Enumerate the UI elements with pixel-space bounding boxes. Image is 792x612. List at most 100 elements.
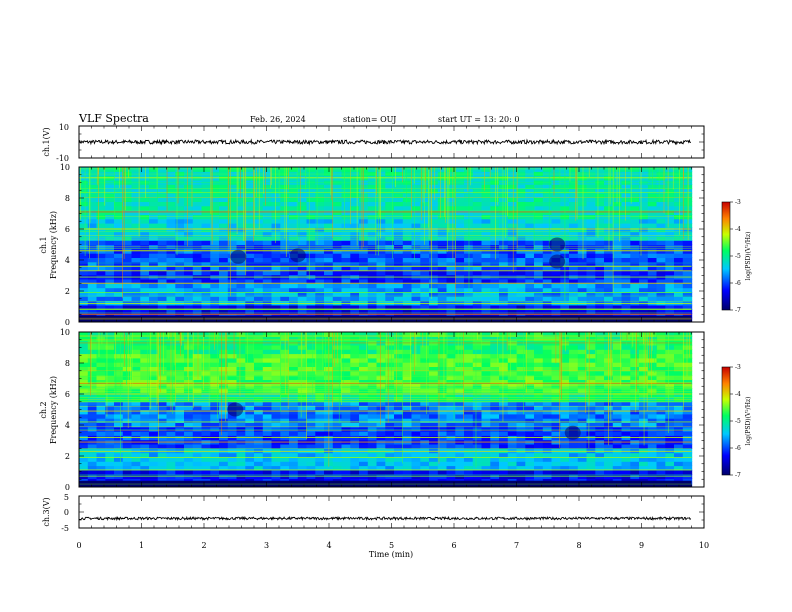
spectrogram-cell — [630, 223, 640, 228]
spectrogram-cell — [79, 231, 89, 237]
spectrogram-cell — [289, 205, 299, 211]
spectrogram-cell — [674, 227, 684, 233]
spectrogram-cell — [481, 469, 491, 475]
spectrogram-cell — [105, 266, 115, 271]
spectrogram-cell — [131, 179, 141, 185]
spectrogram-cell — [122, 461, 133, 467]
spectrogram-cell — [490, 362, 500, 367]
spectrogram-cell — [306, 383, 316, 389]
spectrogram-cell — [612, 205, 623, 211]
spectrogram-cell — [306, 388, 316, 393]
spectrogram-cell — [79, 443, 89, 449]
spectrogram-cell — [315, 179, 325, 185]
spectrogram-cell — [464, 370, 474, 376]
spectrogram-cell — [367, 261, 378, 267]
spectrogram-cell — [359, 383, 369, 389]
spectrogram-cell — [114, 405, 124, 411]
spectrogram-cell — [507, 231, 518, 237]
spectrogram-cell — [254, 192, 264, 198]
spectrogram-cell — [534, 370, 544, 376]
spectrogram-cell — [577, 266, 588, 271]
spectrogram-cell — [297, 366, 308, 372]
spectrogram-cell — [577, 192, 588, 198]
spectrogram-cell — [656, 296, 666, 302]
spectrogram-cell — [376, 231, 386, 237]
spectrogram-cell — [542, 278, 553, 284]
spectrogram-cell — [516, 205, 526, 211]
spectrogram-cell — [569, 218, 579, 224]
spectrogram-cell — [324, 240, 334, 246]
spectrogram-cell — [219, 396, 229, 402]
spectrogram-cell — [411, 375, 421, 380]
spectrogram-cell — [560, 426, 570, 432]
spectrogram-cell — [411, 261, 421, 267]
spectrogram-cell — [140, 266, 150, 271]
spectrogram-cell — [236, 396, 246, 402]
spectrogram-cell — [350, 287, 360, 293]
spectrogram-cell — [105, 283, 115, 289]
spectrogram-cell — [236, 388, 246, 393]
spectrogram-cell — [131, 392, 141, 398]
spectrogram-cell — [525, 197, 535, 202]
ch1-ytick-top: 10 — [59, 123, 69, 132]
spectrogram-cell — [507, 218, 518, 224]
spectrogram-cell — [376, 188, 386, 194]
spectrogram-cell — [157, 171, 168, 177]
spectrogram-cell — [411, 336, 421, 342]
spectrogram-cell — [166, 227, 176, 233]
spectrogram-cell — [359, 357, 369, 363]
spectrogram-cell — [175, 270, 185, 276]
spectrogram-cell — [87, 304, 98, 310]
spectrogram-cell — [262, 443, 273, 449]
spectrogram-cell — [674, 278, 684, 284]
spectrogram-cell — [367, 184, 378, 190]
spectrogram-cell — [79, 396, 89, 402]
spectrogram-cell — [79, 270, 89, 276]
spectrogram-cell — [341, 375, 351, 380]
spectrogram-cell — [499, 443, 509, 449]
spectrogram-cell — [297, 413, 308, 419]
spectrogram-cell — [105, 188, 115, 194]
spectrogram-cell — [306, 400, 316, 406]
spectrogram-cell — [297, 205, 308, 211]
spectrogram-cell — [630, 296, 640, 302]
spectrogram-cell — [184, 304, 194, 310]
spectrogram-cell — [402, 278, 413, 284]
spectrogram-cell — [87, 309, 98, 314]
spectrogram-cell — [376, 240, 386, 246]
spectrogram-cell — [122, 188, 133, 194]
spectrogram-cell — [542, 304, 553, 310]
spectrogram-cell — [394, 287, 404, 293]
spectrogram-cell — [306, 201, 316, 207]
ch1-spectrogram-heatmap — [79, 167, 693, 322]
spectrogram-cell — [525, 278, 535, 284]
spectrogram-cell — [149, 266, 159, 271]
spectrogram-cell — [394, 366, 404, 372]
spectrogram-cell — [481, 188, 491, 194]
spectrogram-cell — [420, 309, 430, 314]
spectrogram-cell — [411, 201, 421, 207]
spectrogram-cell — [542, 261, 553, 267]
spectrogram-cell — [647, 278, 658, 284]
spectrogram-cell — [621, 210, 631, 215]
spectrogram-cell — [437, 270, 448, 276]
spectrogram-cell — [420, 304, 430, 310]
spectrogram-cell — [595, 179, 605, 185]
spectrogram-cell — [79, 426, 89, 432]
spectrogram-cell — [394, 344, 404, 350]
spectrogram-cell — [394, 210, 404, 215]
spectrogram-cell — [271, 370, 281, 376]
spectrogram-cell — [551, 443, 561, 449]
spectrogram-cell — [227, 231, 238, 237]
spectrogram-cell — [236, 431, 246, 436]
spectrogram-cell — [542, 392, 553, 398]
spectrogram-cell — [131, 184, 141, 190]
spectrogram-cell — [201, 336, 211, 342]
spectrogram-cell — [192, 240, 203, 246]
spectrogram-cell — [420, 291, 430, 297]
spectrogram-cell — [455, 210, 465, 215]
spectrogram-cell — [376, 349, 386, 355]
spectrogram-cell — [166, 261, 176, 267]
spectrogram-cell — [87, 287, 98, 293]
spectrogram-cell — [105, 296, 115, 302]
